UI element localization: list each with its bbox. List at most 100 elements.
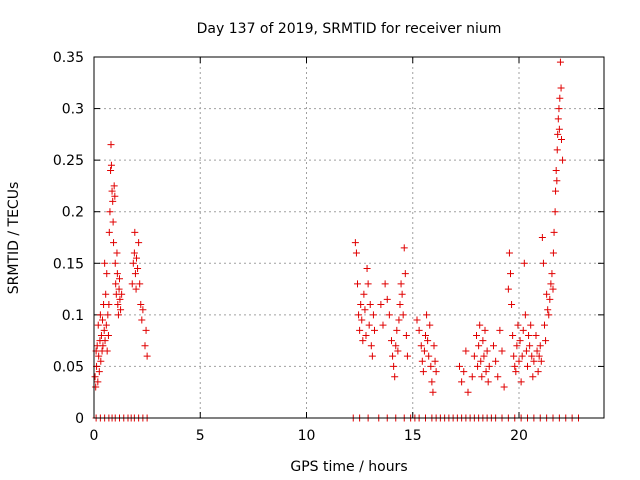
data-point <box>520 259 528 267</box>
data-point <box>533 347 541 355</box>
data-point <box>131 228 139 236</box>
data-point <box>134 264 142 272</box>
data-point <box>109 218 117 226</box>
data-point <box>112 280 120 288</box>
y-tick-label: 0.15 <box>53 256 84 272</box>
data-point <box>556 94 564 102</box>
data-point <box>535 352 543 360</box>
data-point <box>101 337 109 345</box>
data-point <box>458 378 466 386</box>
data-point <box>113 249 121 257</box>
data-point <box>537 357 545 365</box>
data-point <box>422 331 429 339</box>
data-point <box>431 357 439 365</box>
data-point <box>363 264 371 272</box>
data-point <box>390 362 398 370</box>
data-point <box>389 352 397 360</box>
data-point <box>468 373 476 381</box>
data-point <box>510 352 518 360</box>
data-point <box>521 311 529 319</box>
data-point <box>102 290 110 298</box>
data-point <box>534 368 542 376</box>
data-point <box>396 301 404 309</box>
data-point <box>554 130 562 138</box>
data-point <box>549 249 557 257</box>
data-point <box>114 301 122 309</box>
data-point <box>103 347 111 355</box>
data-point <box>513 342 521 350</box>
data-point <box>136 280 144 288</box>
data-point <box>505 249 513 257</box>
data-point <box>456 362 463 370</box>
data-point <box>514 321 522 329</box>
data-point <box>358 316 366 324</box>
data-point <box>359 337 367 345</box>
data-point <box>507 270 514 278</box>
data-point <box>397 280 405 288</box>
data-point <box>492 357 500 365</box>
data-point <box>530 357 538 365</box>
data-point <box>509 331 517 339</box>
data-point <box>135 239 143 247</box>
data-point <box>538 234 546 241</box>
y-tick-label: 0.35 <box>53 50 84 66</box>
data-point <box>365 321 373 329</box>
data-point <box>368 352 376 360</box>
y-tick-label: 0.25 <box>53 153 84 169</box>
y-tick-label: 0.1 <box>62 308 84 324</box>
data-point <box>475 342 483 350</box>
data-point <box>394 347 402 355</box>
data-point <box>545 311 553 319</box>
data-point <box>544 306 552 314</box>
data-point <box>558 136 565 144</box>
data-point <box>482 368 490 376</box>
data-point <box>115 285 123 293</box>
data-point <box>116 275 123 283</box>
data-point <box>91 373 99 381</box>
data-point <box>104 331 112 339</box>
data-point <box>555 105 563 113</box>
data-point <box>107 161 115 169</box>
data-point <box>464 388 472 396</box>
data-point <box>498 347 506 355</box>
data-point <box>527 321 535 329</box>
data-point <box>526 342 534 350</box>
data-point <box>554 115 562 123</box>
grid-lines <box>94 57 604 418</box>
data-point <box>477 357 485 365</box>
data-point <box>111 192 119 200</box>
data-point <box>395 316 403 324</box>
data-point <box>547 280 555 288</box>
data-point <box>107 141 115 149</box>
data-point <box>133 254 140 262</box>
data-point <box>518 352 526 360</box>
data-point <box>379 321 387 329</box>
data-point <box>426 321 434 329</box>
data-point <box>354 280 361 288</box>
data-point <box>106 208 114 216</box>
data-point <box>105 301 113 309</box>
data-point <box>367 342 375 350</box>
data-point <box>95 352 103 360</box>
data-point <box>96 311 104 319</box>
data-point <box>504 285 512 293</box>
data-point <box>369 311 377 319</box>
data-point <box>102 321 110 329</box>
data-point <box>351 239 359 247</box>
data-point <box>99 316 106 324</box>
x-axis-label: GPS time / hours <box>290 459 407 475</box>
data-point <box>385 311 393 319</box>
data-point <box>525 331 533 339</box>
data-point <box>392 342 400 350</box>
data-point <box>402 331 410 339</box>
data-point <box>381 280 389 288</box>
y-axis-label: SRMTID / TECUs <box>6 182 22 295</box>
data-point <box>391 373 399 381</box>
data-point <box>131 270 139 278</box>
data-point <box>548 270 556 278</box>
data-point <box>550 228 558 236</box>
data-point <box>97 331 105 339</box>
data-point <box>474 362 482 370</box>
data-point <box>512 368 520 376</box>
data-point <box>129 259 137 267</box>
